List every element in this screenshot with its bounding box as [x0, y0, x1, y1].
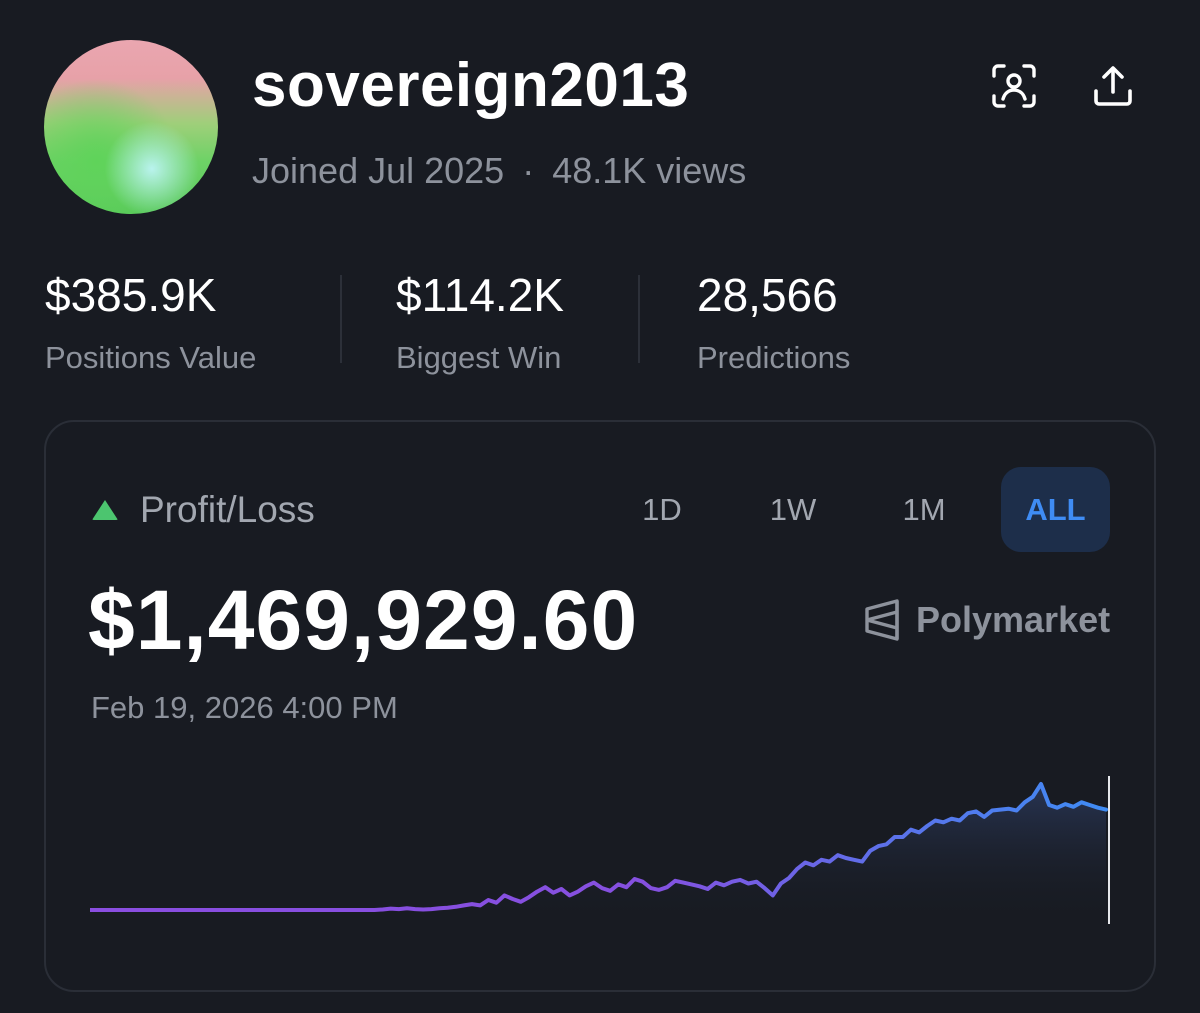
profit-loss-chart[interactable] [90, 770, 1112, 930]
scan-profile-icon [992, 64, 1036, 108]
profit-loss-title: Profit/Loss [140, 489, 315, 530]
username: sovereign2013 [252, 51, 690, 120]
stat-biggest-win: $114.2K Biggest Win [396, 268, 564, 376]
scan-profile-button[interactable] [986, 58, 1042, 114]
range-tab-all[interactable]: ALL [1001, 467, 1110, 552]
profit-loss-header: Profit/Loss [92, 489, 315, 531]
stat-divider [638, 275, 640, 363]
joined-date: Joined Jul 2025 [252, 150, 505, 191]
stat-predictions: 28,566 Predictions [697, 268, 850, 376]
range-tab-1d[interactable]: 1D [642, 491, 682, 527]
triangle-up-icon [92, 500, 118, 520]
range-tab-1m[interactable]: 1M [902, 491, 946, 527]
stat-positions-value: $385.9K Positions Value [45, 268, 256, 376]
polymarket-logo-icon [865, 599, 899, 641]
chart-series-line [90, 782, 1108, 912]
share-button[interactable] [1085, 58, 1141, 114]
stat-label: Predictions [697, 340, 851, 375]
meta-separator: · [522, 150, 535, 191]
profit-loss-value: $1,469,929.60 [88, 573, 639, 667]
brand-name: Polymarket [916, 599, 1111, 640]
stat-value: $114.2K [396, 269, 564, 321]
stat-label: Positions Value [45, 340, 257, 375]
stat-divider [340, 275, 342, 363]
profile-meta: Joined Jul 2025 · 48.1K views [252, 150, 746, 192]
stat-value: 28,566 [697, 269, 838, 321]
view-count: 48.1K views [552, 150, 747, 191]
avatar[interactable] [44, 40, 218, 214]
share-icon [1094, 66, 1132, 106]
range-tab-1w[interactable]: 1W [769, 491, 817, 527]
stat-label: Biggest Win [396, 340, 562, 375]
chart-area-fill [90, 784, 1106, 924]
polymarket-brand: Polymarket [862, 598, 1110, 642]
chart-timestamp: Feb 19, 2026 4:00 PM [91, 690, 398, 725]
stat-value: $385.9K [45, 269, 217, 321]
